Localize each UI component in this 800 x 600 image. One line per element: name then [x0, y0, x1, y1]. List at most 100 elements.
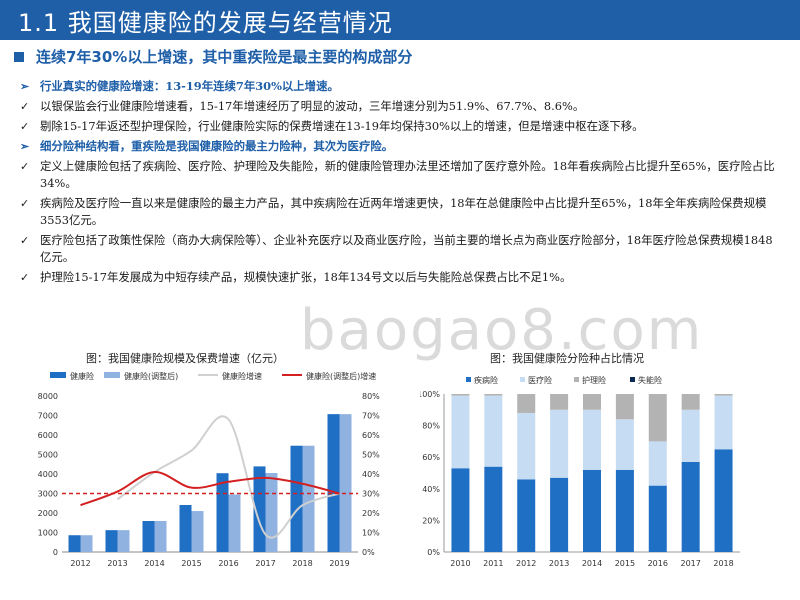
bullet-text: 疾病险及医疗险一直以来是健康险的最主力产品，其中疾病险在近两年增速更快，18年在… [40, 196, 767, 227]
y-tick-label: 100% [420, 390, 440, 399]
stacked-bar-segment [648, 441, 667, 486]
y-tick-label-right: 10% [362, 529, 380, 538]
bar-health [290, 445, 303, 552]
bar-health-adjusted [191, 511, 204, 552]
stacked-bar-segment [681, 394, 700, 410]
bar-health-adjusted [228, 494, 241, 552]
x-tick-label: 2018 [713, 559, 733, 568]
stacked-bar-segment [517, 479, 536, 552]
square-bullet-icon [14, 51, 24, 62]
bullet-text: 医疗险包括了政策性保险（商办大病保险等）、企业补充医疗以及商业医疗险，当前主要的… [40, 233, 773, 264]
bar-health-adjusted [117, 530, 130, 552]
bar-health [105, 530, 118, 552]
stacked-bar-segment [583, 394, 601, 410]
stacked-bar-segment [517, 412, 536, 480]
y-tick-label-left: 2000 [38, 509, 58, 518]
stacked-bar-segment [714, 395, 733, 450]
x-tick-label: 2013 [549, 559, 569, 568]
y-tick-label-right: 30% [362, 490, 380, 499]
slide-subtitle: 连续7年30%以上增速，其中重疾险是最主要的构成部分 [36, 48, 413, 66]
x-tick-label: 2011 [483, 559, 503, 568]
stacked-bar-segment [451, 394, 470, 396]
check-bullet-icon: ✓ [20, 160, 30, 173]
x-tick-label: 2015 [181, 559, 201, 568]
x-tick-label: 2016 [218, 559, 238, 568]
stacked-bar-segment [484, 466, 503, 552]
stacked-bar-segment [484, 395, 503, 467]
y-tick-label-left: 0 [53, 548, 58, 557]
bullet-item: ✓ 定义上健康险包括了疾病险、医疗险、护理险及失能险，新的健康险管理办法里还增加了… [20, 158, 780, 192]
y-tick-label: 60% [422, 453, 440, 462]
slide-title: 1.1 我国健康险的发展与经营情况 [18, 8, 393, 37]
watermark: baogao8.com [300, 298, 704, 363]
stacked-bar-segment [648, 394, 667, 442]
stacked-bar-segment [451, 468, 470, 552]
stacked-bar-segment [484, 394, 503, 396]
chart1-title: 图：我国健康险规模及保费增速（亿元） [86, 352, 284, 365]
stacked-bar-segment [648, 485, 667, 552]
bar-health [68, 535, 81, 552]
stacked-bar-segment [517, 394, 536, 413]
legend-label: 健康险(调整后) [124, 371, 178, 381]
stacked-bar-segment [714, 394, 733, 396]
stacked-bar-segment [451, 395, 470, 469]
legend-swatch [630, 377, 635, 382]
arrow-bullet-icon: ➢ [20, 80, 30, 93]
line-health-adjusted-growth [80, 471, 340, 507]
legend-label: 健康险 [70, 371, 94, 381]
x-tick-label: 2017 [255, 559, 275, 568]
y-tick-label-right: 80% [362, 392, 380, 401]
bullet-item: ✓ 医疗险包括了政策性保险（商办大病保险等）、企业补充医疗以及商业医疗险，当前主要… [20, 232, 780, 266]
y-tick-label-left: 1000 [38, 529, 58, 538]
legend-swatch [50, 372, 66, 378]
bullet-text: 行业真实的健康险增速：13-19年连续7年30%以上增速。 [40, 79, 339, 93]
stacked-bar-segment [681, 461, 700, 552]
x-tick-label: 2014 [144, 559, 164, 568]
stacked-bar-segment [615, 419, 634, 470]
bullet-item: ✓ 护理险15-17年发展成为中短存续产品，规模快速扩张，18年134号文以后与失… [20, 269, 780, 286]
y-tick-label-left: 7000 [38, 412, 58, 421]
check-bullet-icon: ✓ [20, 271, 30, 284]
y-tick-label-right: 70% [362, 412, 380, 421]
y-tick-label-left: 4000 [38, 470, 58, 479]
bar-health [179, 505, 192, 552]
stacked-bar-segment [550, 477, 569, 552]
check-bullet-icon: ✓ [20, 197, 30, 210]
bar-health-adjusted [339, 414, 352, 552]
x-tick-label: 2019 [329, 559, 349, 568]
x-tick-label: 2014 [582, 559, 602, 568]
stacked-bar-segment [615, 394, 634, 420]
bullet-heading: ➢ 行业真实的健康险增速：13-19年连续7年30%以上增速。 [20, 78, 780, 95]
bullet-text: 以银保监会行业健康险增速看，15-17年增速经历了明显的波动，三年增速分别为51… [40, 99, 585, 113]
legend-swatch [466, 377, 471, 382]
bullet-item: ✓ 疾病险及医疗险一直以来是健康险的最主力产品，其中疾病险在近两年增速更快，18年… [20, 195, 780, 229]
bar-health [216, 473, 229, 552]
stacked-bar-segment [583, 409, 601, 470]
legend-label: 健康险增速 [222, 371, 262, 381]
bar-health-adjusted [265, 473, 278, 552]
check-bullet-icon: ✓ [20, 234, 30, 247]
stacked-bar-segment [550, 409, 569, 478]
bullet-list: ➢ 行业真实的健康险增速：13-19年连续7年30%以上增速。 ✓ 以银保监会行业健康… [20, 78, 780, 289]
y-tick-label: 80% [422, 422, 440, 431]
x-tick-label: 2012 [516, 559, 536, 568]
bullet-heading: ➢ 细分险种结构看，重疾险是我国健康险的最主力险种，其次为医疗险。 [20, 138, 780, 155]
y-tick-label: 20% [422, 516, 440, 525]
stacked-bar-segment [714, 449, 733, 552]
bar-health-adjusted [80, 535, 93, 552]
stacked-bar-segment [583, 469, 601, 552]
legend-label: 疾病险 [474, 375, 498, 385]
chart2-title: 图：我国健康险分险种占比情况 [490, 352, 644, 365]
y-tick-label: 40% [422, 485, 440, 494]
bar-health-adjusted [302, 445, 315, 552]
y-tick-label-left: 3000 [38, 490, 58, 499]
bullet-text: 细分险种结构看，重疾险是我国健康险的最主力险种，其次为医疗险。 [40, 139, 394, 153]
y-tick-label-right: 50% [362, 451, 380, 460]
slide-subtitle-row: 连续7年30%以上增速，其中重疾险是最主要的构成部分 [14, 46, 412, 67]
x-tick-label: 2012 [70, 559, 90, 568]
bullet-item: ✓ 剔除15-17年返还型护理保险，行业健康险实际的保费增速在13-19年均保持3… [20, 118, 780, 135]
stacked-bar-segment [681, 409, 700, 462]
y-tick-label: 0% [427, 548, 440, 557]
slide-title-bar: 1.1 我国健康险的发展与经营情况 [0, 0, 800, 40]
y-tick-label-right: 20% [362, 509, 380, 518]
